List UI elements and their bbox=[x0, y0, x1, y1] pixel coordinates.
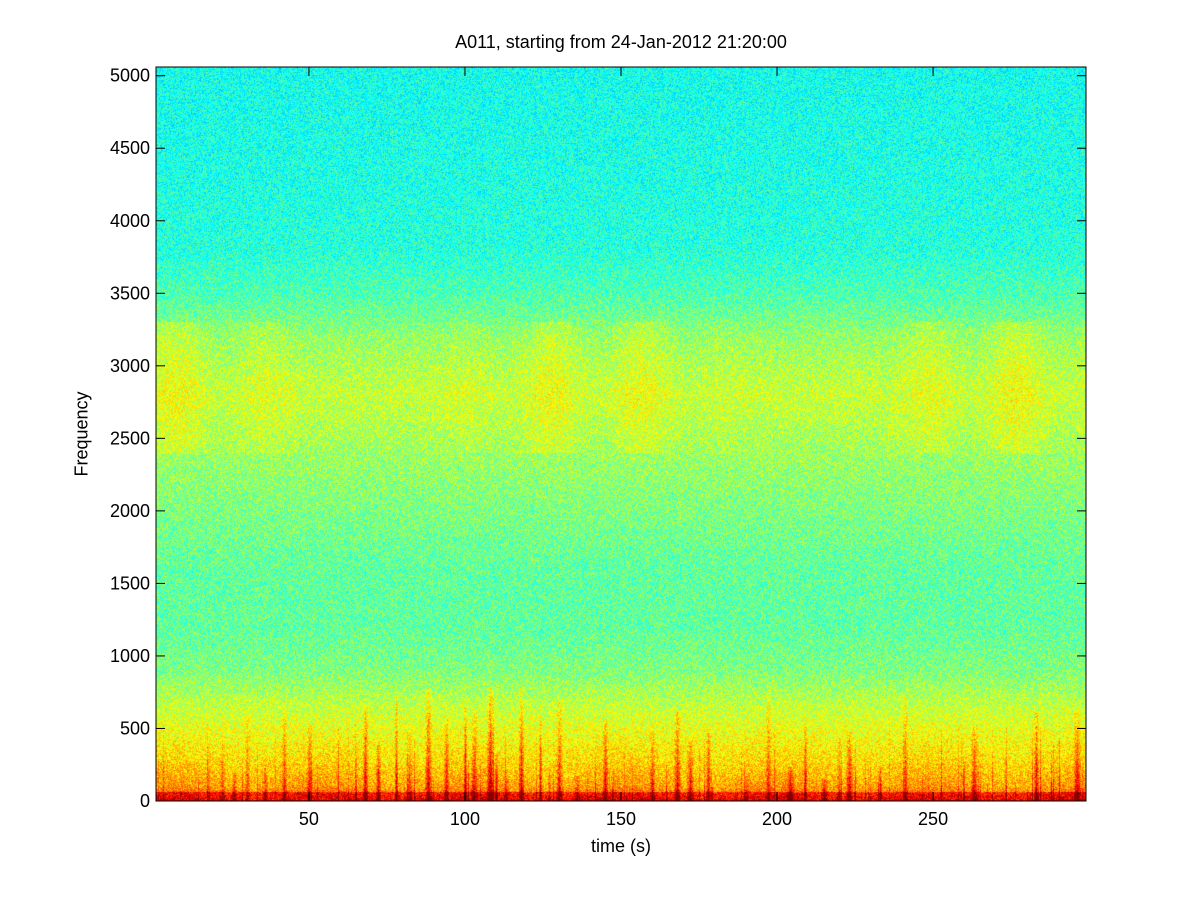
y-tick-label: 2500 bbox=[110, 428, 150, 448]
y-tick-label: 2000 bbox=[110, 501, 150, 521]
x-tick-label: 150 bbox=[606, 809, 636, 829]
x-axis-label: time (s) bbox=[591, 836, 651, 856]
y-tick-label: 1000 bbox=[110, 646, 150, 666]
y-tick-label: 500 bbox=[120, 718, 150, 738]
chart-title: A011, starting from 24-Jan-2012 21:20:00 bbox=[455, 32, 787, 52]
y-tick-label: 4500 bbox=[110, 138, 150, 158]
x-tick-label: 200 bbox=[762, 809, 792, 829]
y-tick-label: 5000 bbox=[110, 66, 150, 86]
y-axis-label: Frequency bbox=[71, 391, 92, 477]
y-tick-label: 4000 bbox=[110, 211, 150, 231]
y-tick-label: 3500 bbox=[110, 283, 150, 303]
x-tick-label: 250 bbox=[918, 809, 948, 829]
y-tick-label: 3000 bbox=[110, 356, 150, 376]
spectrogram-heatmap bbox=[156, 67, 1086, 801]
x-tick-label: 100 bbox=[450, 809, 480, 829]
plot-area bbox=[156, 67, 1086, 801]
y-tick-label: 0 bbox=[140, 791, 150, 811]
x-tick-label: 50 bbox=[299, 809, 319, 829]
y-tick-label: 1500 bbox=[110, 573, 150, 593]
